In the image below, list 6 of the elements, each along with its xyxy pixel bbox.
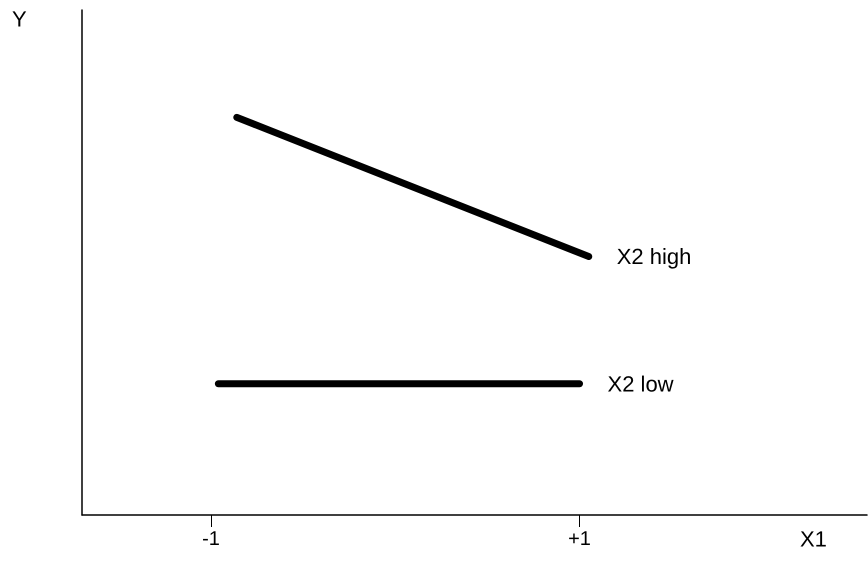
series-label: X2 low <box>608 371 674 396</box>
x-tick-label: +1 <box>568 528 591 550</box>
series-label: X2 high <box>616 244 692 270</box>
x-tick-label: -1 <box>202 528 220 550</box>
x-axis-title: X1 <box>800 526 827 552</box>
y-axis-title: Y <box>12 6 27 32</box>
